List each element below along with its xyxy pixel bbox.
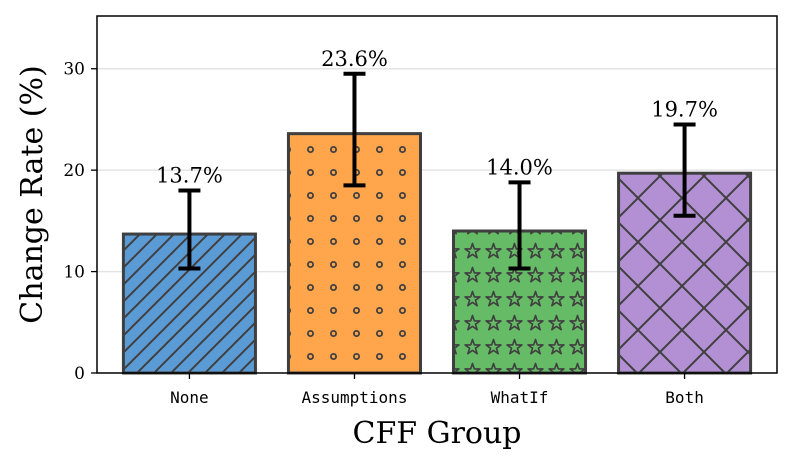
data-label: 19.7% [651,98,718,122]
error-bars [178,71,696,271]
y-tick-label: 20 [63,161,85,181]
x-tick-label: None [170,388,209,407]
data-label: 13.7% [156,163,223,187]
y-tick-label: 10 [63,263,85,283]
x-tick-label: Both [665,388,704,407]
data-labels: 13.7% 23.6% 14.0% 19.7% [156,47,718,188]
data-label: 14.0% [486,155,553,179]
x-tick-label: WhatIf [491,388,549,407]
y-axis-ticks: 0 10 20 30 [63,60,97,384]
x-axis-label: CFF Group [352,416,521,451]
x-axis-ticks: None Assumptions WhatIf Both [170,373,704,407]
y-tick-label: 0 [74,364,85,384]
data-label: 23.6% [321,47,388,71]
y-axis-label: Change Rate (%) [15,65,50,323]
x-tick-label: Assumptions [301,388,407,407]
plot-frame [96,15,778,374]
y-tick-label: 30 [63,60,85,80]
